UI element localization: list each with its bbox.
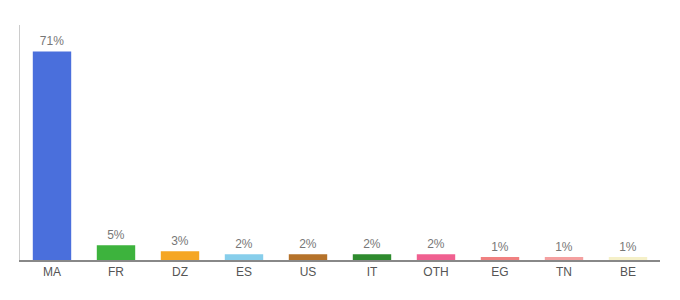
svg-text:ES: ES [236, 265, 252, 279]
svg-text:BE: BE [620, 265, 636, 279]
svg-text:MA: MA [43, 265, 61, 279]
svg-text:DZ: DZ [172, 265, 188, 279]
svg-text:71%: 71% [40, 34, 64, 48]
svg-text:2%: 2% [235, 237, 253, 251]
svg-text:1%: 1% [555, 240, 573, 254]
svg-text:OTH: OTH [423, 265, 448, 279]
svg-text:5%: 5% [107, 228, 125, 242]
svg-text:IT: IT [367, 265, 378, 279]
svg-text:2%: 2% [363, 237, 381, 251]
svg-text:1%: 1% [619, 240, 637, 254]
svg-text:1%: 1% [491, 240, 509, 254]
svg-text:EG: EG [491, 265, 508, 279]
svg-text:3%: 3% [171, 234, 189, 248]
svg-text:FR: FR [108, 265, 124, 279]
svg-text:2%: 2% [427, 237, 445, 251]
svg-text:2%: 2% [299, 237, 317, 251]
svg-text:US: US [300, 265, 317, 279]
svg-text:TN: TN [556, 265, 572, 279]
